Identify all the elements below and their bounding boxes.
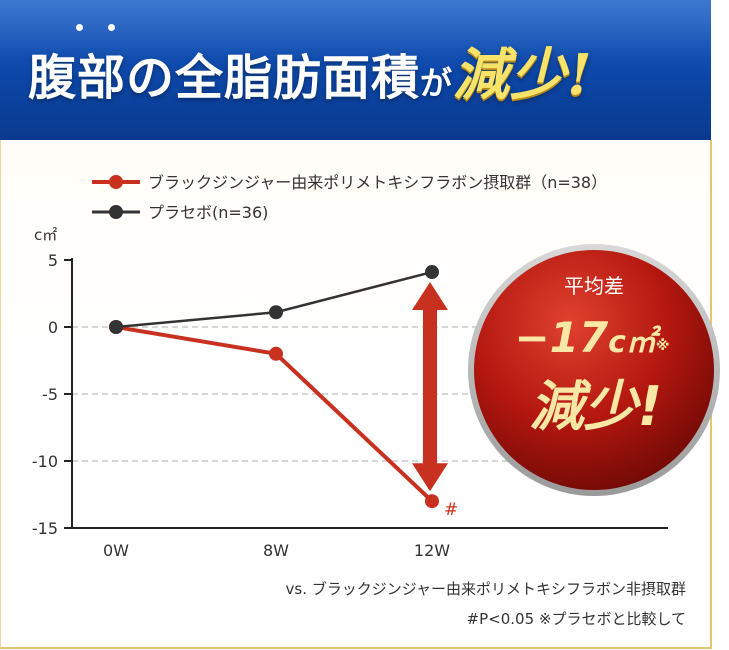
legend-swatch-dot-gray <box>109 205 123 219</box>
series-point <box>425 265 439 280</box>
title-particle: が <box>420 64 454 102</box>
legend-label-placebo: プラセボ(n=36) <box>148 203 268 222</box>
badge-label: 平均差 <box>564 274 624 298</box>
badge-value-line: −17c㎡※ <box>514 313 669 362</box>
header-banner: 腹部の全脂肪面積が減少! <box>0 0 711 140</box>
y-tick-label: -5 <box>42 385 58 404</box>
badge-reduction: 減少! <box>530 375 663 438</box>
y-tick-label: 5 <box>48 251 58 270</box>
legend-label-treatment: ブラックジンジャー由来ポリメトキシフラボン摂取群（n=38） <box>148 173 607 192</box>
axes <box>64 258 668 529</box>
series-point <box>269 305 283 320</box>
y-axis-unit: c㎡ <box>34 226 57 244</box>
x-tick-label: 12W <box>414 541 450 560</box>
y-tick-label: -10 <box>32 452 58 471</box>
series-point <box>109 320 123 334</box>
series-point <box>425 494 439 509</box>
badge-circle <box>474 250 714 490</box>
badge-mark: ※ <box>656 338 670 354</box>
title-accent: 減少! <box>453 42 593 108</box>
legend-swatch-dot-red <box>109 175 123 189</box>
x-tick-label: 0W <box>103 541 129 560</box>
page-title: 腹部の全脂肪面積が減少! <box>28 30 593 111</box>
difference-badge: 平均差 −17c㎡※ 減少! <box>468 244 720 496</box>
title-main: 腹部の全脂肪面積 <box>28 50 421 106</box>
difference-arrow <box>412 282 448 492</box>
difference-arrow-shape <box>412 282 448 492</box>
y-tick-label: -15 <box>32 519 58 538</box>
y-tick-labels: 5 0 -5 -10 -15 <box>32 251 58 538</box>
x-tick-label: 8W <box>263 541 289 560</box>
emphasis-dot <box>76 24 83 31</box>
legend: ブラックジンジャー由来ポリメトキシフラボン摂取群（n=38） プラセボ(n=36… <box>92 173 607 222</box>
significance-mark: # <box>444 500 458 520</box>
footnote-significance: #P<0.05 ※プラセボと比較して <box>467 610 686 628</box>
badge-unit: c㎡ <box>608 325 662 360</box>
footnote-comparison: vs. ブラックジンジャー由来ポリメトキシフラボン非摂取群 <box>286 580 686 598</box>
y-tick-label: 0 <box>48 318 58 337</box>
series-lines: # <box>109 265 458 520</box>
series-point <box>269 346 283 361</box>
badge-value: −17 <box>514 313 608 362</box>
emphasis-dot <box>108 24 115 31</box>
x-tick-labels: 0W 8W 12W <box>103 541 450 560</box>
